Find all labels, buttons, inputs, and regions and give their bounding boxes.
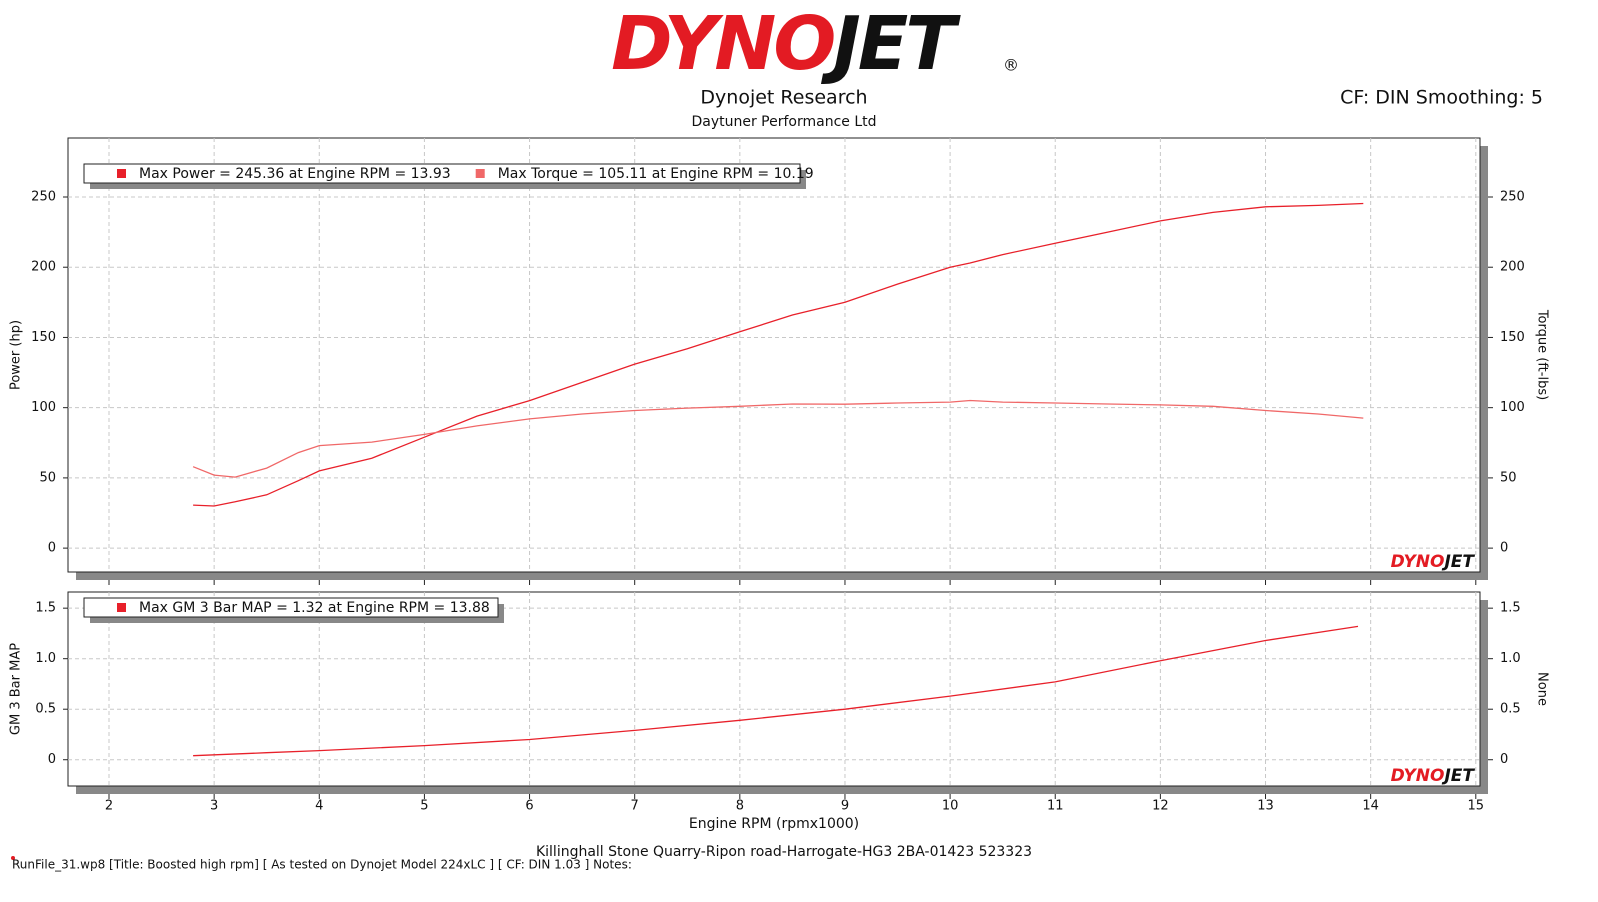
watermark-part: JET (1441, 552, 1475, 572)
correction-info: CF: DIN Smoothing: 5 (1340, 87, 1543, 109)
series-line (192, 399, 1364, 478)
y-tick-label: 0 (48, 541, 56, 556)
y2-tick-label: 1.0 (1500, 651, 1521, 666)
legend-box (83, 597, 499, 618)
subtitle: Daytuner Performance Ltd (691, 114, 876, 130)
watermark-part: DYNO (1391, 552, 1445, 572)
x-tick-label: 4 (315, 799, 323, 814)
y-tick-label: 1.0 (35, 651, 56, 666)
y2-tick-label: 0 (1500, 752, 1508, 767)
legend-marker (117, 603, 126, 612)
y-tick-label: 1.5 (35, 601, 56, 616)
logo-part: DYNO (611, 1, 834, 87)
run-info: RunFile_31.wp8 [Title: Boosted high rpm]… (12, 858, 632, 872)
location: Killinghall Stone Quarry-Ripon road-Harr… (536, 844, 1032, 860)
x-tick-label: 15 (1468, 799, 1485, 814)
legend-box (83, 163, 801, 184)
plot-area (67, 591, 1481, 787)
series-line (193, 202, 1364, 507)
y-tick-label: 150 (31, 330, 56, 345)
legend-marker (475, 169, 485, 178)
x-tick-label: 8 (736, 799, 744, 814)
title: Dynojet Research (700, 87, 867, 109)
series-line (193, 625, 1359, 757)
y2-tick-label: 250 (1500, 189, 1525, 204)
y-tick-label: 200 (31, 260, 56, 275)
x-tick-label: 13 (1257, 799, 1274, 814)
legend-marker (117, 169, 126, 178)
x-axis-label: Engine RPM (rpmx1000) (689, 816, 859, 832)
y2-tick-label: 150 (1500, 330, 1525, 345)
x-tick-label: 6 (525, 799, 533, 814)
y-tick-label: 250 (31, 189, 56, 204)
y2-tick-label: 200 (1500, 260, 1525, 275)
logo-part: JET (820, 1, 961, 87)
y-axis-label: GM 3 Bar MAP (9, 643, 24, 735)
legend-label: Max GM 3 Bar MAP = 1.32 at Engine RPM = … (139, 600, 490, 616)
y-axis-label: Power (hp) (9, 320, 24, 390)
x-tick-label: 12 (1152, 799, 1169, 814)
x-tick-label: 9 (841, 799, 849, 814)
x-tick-label: 11 (1047, 799, 1064, 814)
legend-label: Max Power = 245.36 at Engine RPM = 13.93 (139, 166, 451, 182)
x-tick-label: 14 (1362, 799, 1379, 814)
x-tick-label: 5 (420, 799, 428, 814)
y-tick-label: 0 (48, 752, 56, 767)
y2-tick-label: 0.5 (1500, 702, 1521, 717)
x-tick-label: 3 (210, 799, 218, 814)
logo: DYNOJET (611, 1, 961, 87)
y2-axis-label: Torque (ft-lbs) (1535, 309, 1550, 400)
x-tick-label: 7 (631, 799, 639, 814)
y2-tick-label: 100 (1500, 400, 1525, 415)
y2-tick-label: 50 (1500, 470, 1517, 485)
y2-tick-label: 1.5 (1500, 601, 1521, 616)
x-tick-label: 10 (942, 799, 959, 814)
watermark: DYNOJET (1391, 766, 1476, 786)
y2-tick-label: 0 (1500, 541, 1508, 556)
watermark-part: JET (1441, 766, 1475, 786)
y-tick-label: 0.5 (35, 702, 56, 717)
logo-mark: ® (1003, 56, 1019, 75)
y-tick-label: 50 (39, 470, 56, 485)
legend-label: Max Torque = 105.11 at Engine RPM = 10.1… (498, 166, 814, 182)
plot-area (67, 137, 1481, 573)
y2-axis-label: None (1535, 672, 1550, 706)
marker-dot (11, 856, 15, 860)
watermark-part: DYNO (1391, 766, 1445, 786)
watermark: DYNOJET (1391, 552, 1476, 572)
x-tick-label: 2 (105, 799, 113, 814)
y-tick-label: 100 (31, 400, 56, 415)
